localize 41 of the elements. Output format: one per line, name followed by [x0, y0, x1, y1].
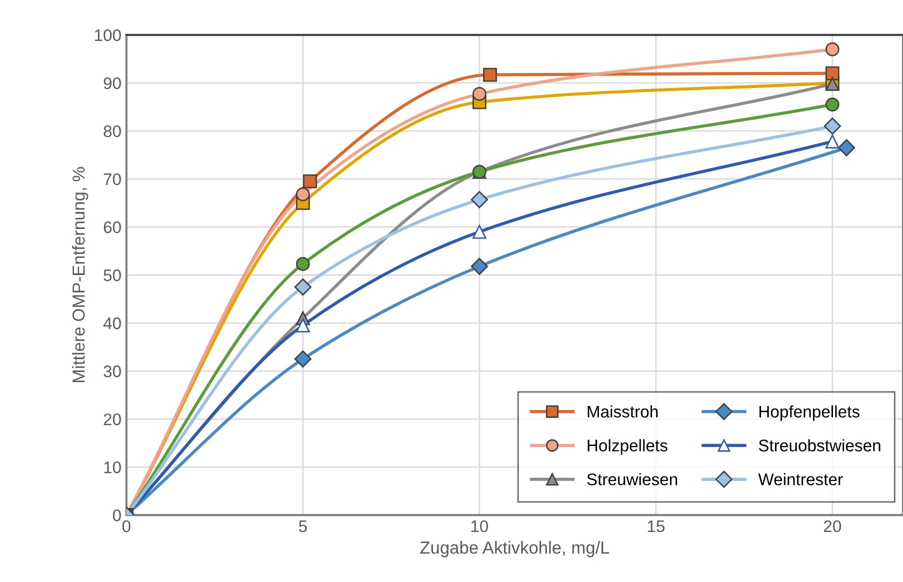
y-tick-label: 80 [104, 125, 121, 138]
point [824, 118, 841, 135]
point [294, 278, 312, 296]
point [483, 68, 497, 82]
point [472, 224, 486, 239]
point [825, 66, 840, 80]
x-axis-title: Zugabe Aktivkohle, mg/L [420, 541, 610, 558]
y-tick-label: 40 [103, 317, 121, 330]
legend-label: Holzpellets [588, 439, 668, 455]
x-tick-label: 10 [471, 520, 488, 532]
legend-label: Hopfenpellets [759, 405, 860, 421]
y-tick-label: 100 [95, 29, 121, 42]
legend-label: Streuwiesen [587, 473, 678, 486]
x-tick-label: 5 [298, 520, 307, 532]
y-tick-label: 70 [104, 173, 121, 186]
x-tick-label: 20 [824, 520, 842, 532]
x-tick-label: 15 [648, 520, 664, 532]
y-tick-label: 90 [104, 77, 121, 90]
point [294, 350, 312, 368]
y-tick-label: 60 [104, 221, 121, 234]
point [825, 42, 840, 56]
point [825, 98, 840, 112]
point [825, 134, 840, 148]
point [470, 191, 488, 208]
y-tick-label: 20 [104, 413, 121, 426]
point [472, 87, 486, 101]
point [838, 139, 856, 156]
y-tick-label: 0 [112, 509, 121, 522]
y-tick-label: 10 [104, 461, 121, 474]
point [296, 187, 310, 202]
point [303, 174, 317, 188]
legend-label: Maisstroh [588, 405, 658, 418]
y-tick-label: 30 [104, 365, 121, 378]
legend-label: Weintrester [758, 473, 843, 486]
point [296, 257, 310, 271]
x-tick-label: 0 [122, 520, 130, 532]
y-tick-label: 50 [104, 269, 121, 282]
point [296, 318, 310, 332]
y-axis-title: Mittlere OMP-Entfernung, % [72, 167, 88, 382]
point [470, 258, 488, 275]
legend-label: Streuobstwiesen [758, 439, 880, 452]
